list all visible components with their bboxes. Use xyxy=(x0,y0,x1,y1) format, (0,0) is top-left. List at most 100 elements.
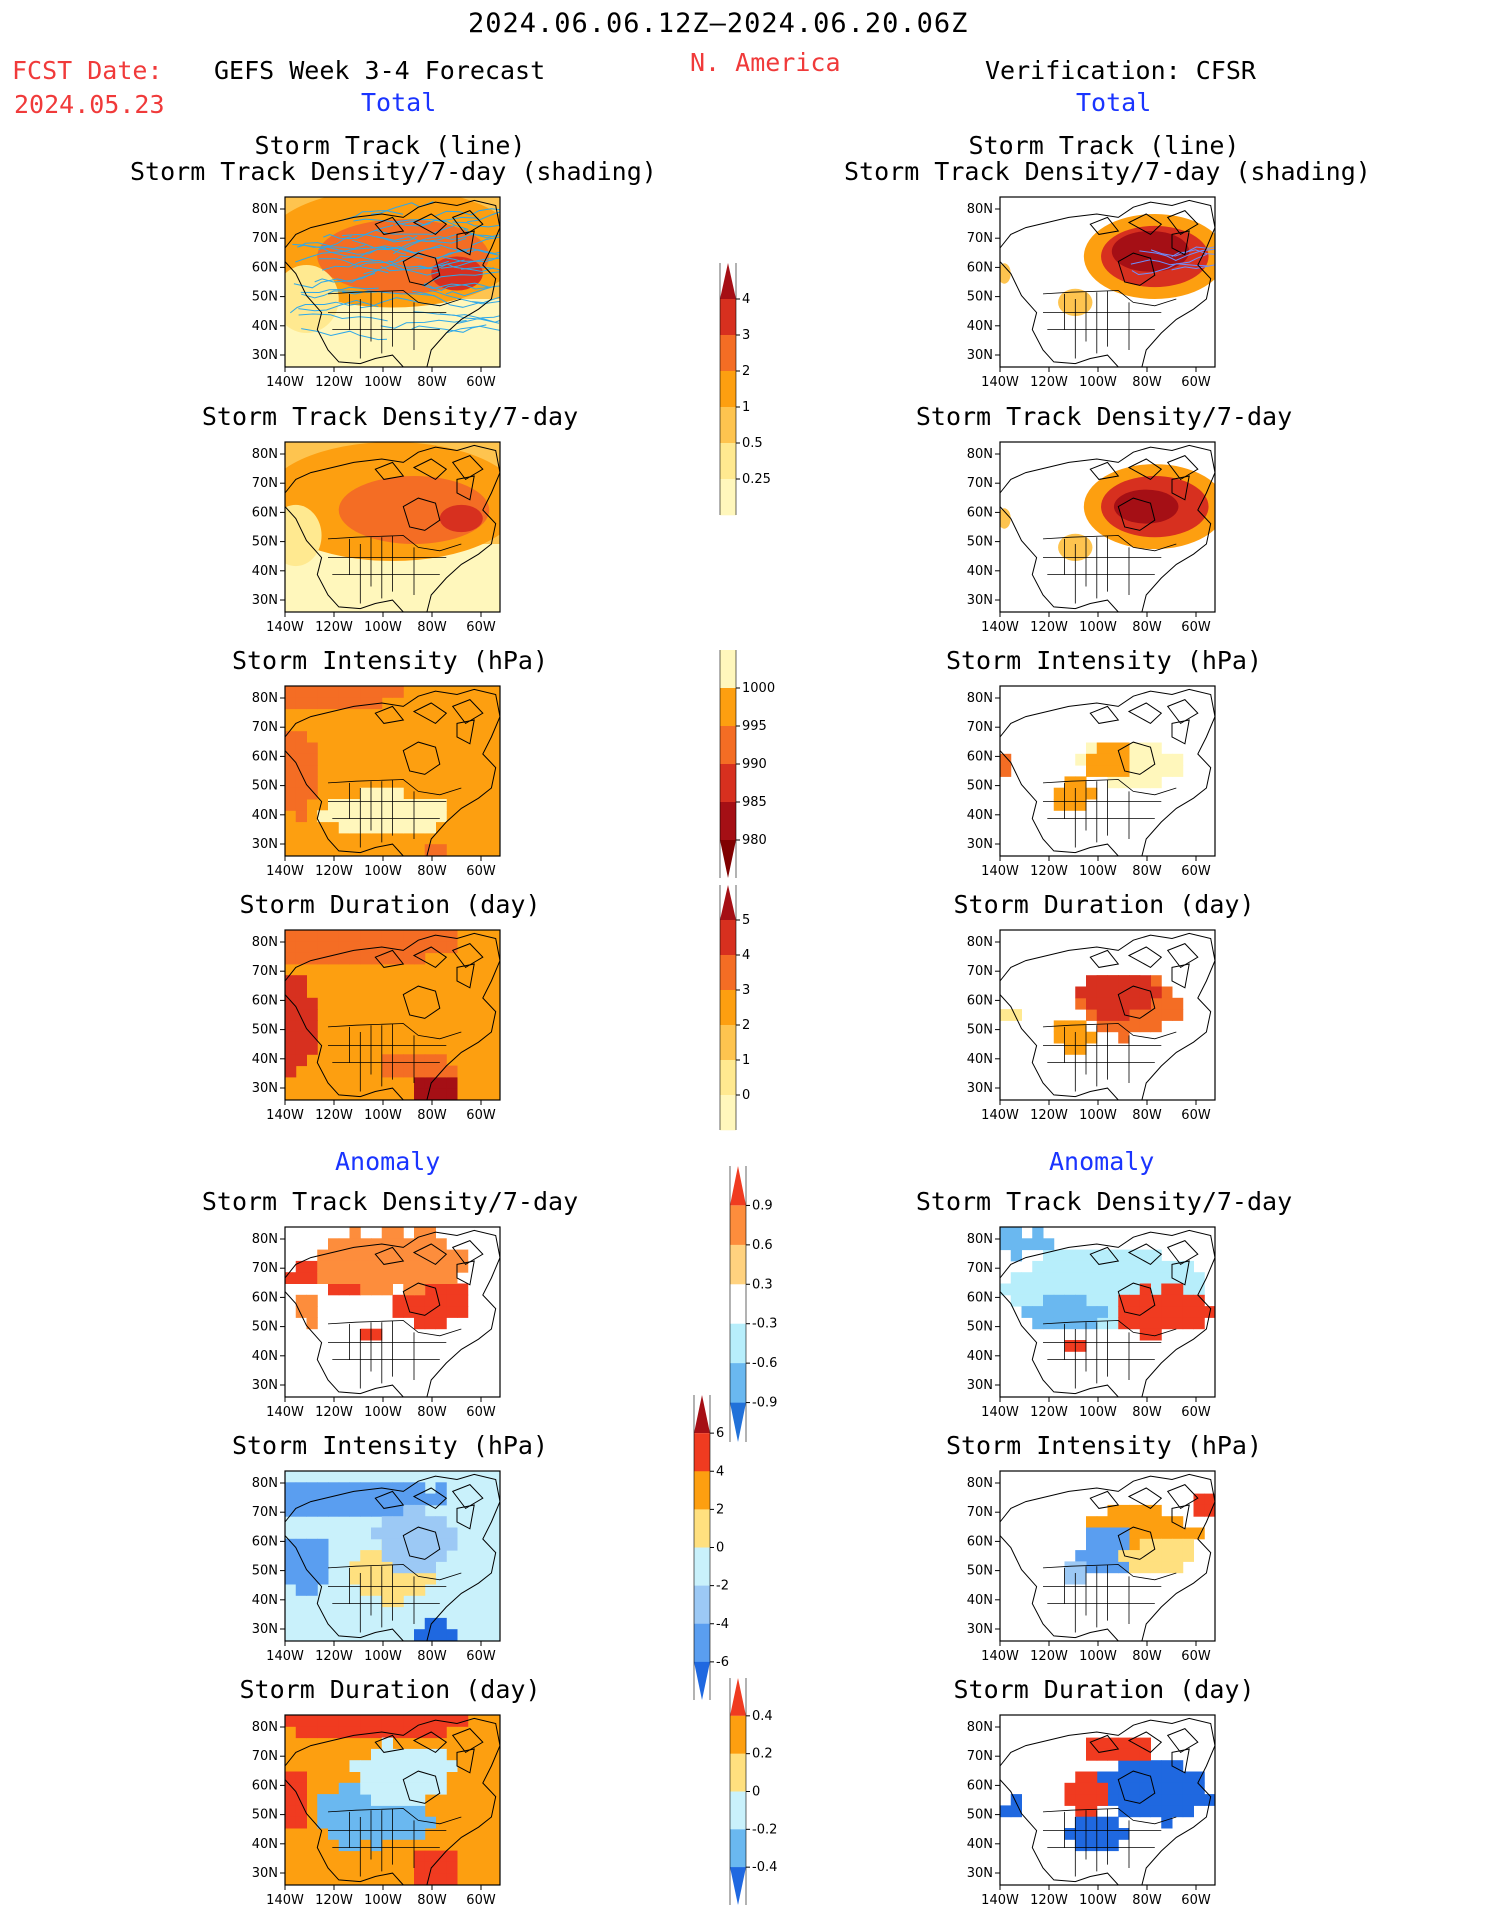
colorbar-label: 1000 xyxy=(742,681,775,696)
lat-tick-label: 40N xyxy=(252,564,278,579)
lat-tick-label: 30N xyxy=(252,1866,278,1881)
lat-tick-label: 30N xyxy=(252,593,278,608)
lon-tick-label: 140W xyxy=(266,1405,304,1420)
lat-tick-label: 30N xyxy=(252,1622,278,1637)
colorbar-swatch xyxy=(730,1244,746,1285)
map-frame xyxy=(999,196,1216,368)
lon-tick-label: 120W xyxy=(315,375,353,390)
lat-tick-label: 60N xyxy=(967,1534,993,1549)
lon-tick-label: 80W xyxy=(1132,1108,1162,1123)
lon-tick-label: 140W xyxy=(981,1893,1019,1908)
colorbar-label: 2 xyxy=(742,1018,750,1033)
colorbar-label: -0.3 xyxy=(752,1317,777,1332)
left-panel-5-title: Storm Track Density/7-day xyxy=(201,1187,579,1216)
lon-tick-label: 100W xyxy=(1079,1649,1117,1664)
lon-tick-label: 100W xyxy=(364,864,402,879)
lat-tick-label: 40N xyxy=(967,564,993,579)
map-frame xyxy=(284,441,501,613)
lon-tick-label: 100W xyxy=(1079,620,1117,635)
lat-tick-label: 80N xyxy=(252,447,278,462)
lat-tick-label: 70N xyxy=(967,231,993,246)
lat-tick-label: 70N xyxy=(967,1261,993,1276)
lon-tick-label: 140W xyxy=(266,864,304,879)
colorbar-intensity: 1000 995 990 985 980 xyxy=(719,650,775,878)
lon-tick-label: 120W xyxy=(1030,1108,1068,1123)
lon-tick-label: 100W xyxy=(364,1893,402,1908)
lat-tick-label: 50N xyxy=(967,779,993,794)
lat-tick-label: 40N xyxy=(967,808,993,823)
colorbar-swatch xyxy=(720,1025,736,1061)
colorbar-label: 1 xyxy=(742,1053,750,1068)
lat-tick-label: 60N xyxy=(967,749,993,764)
lon-tick-label: 120W xyxy=(1030,620,1068,635)
lon-tick-label: 80W xyxy=(1132,1405,1162,1420)
colorbar-swatch xyxy=(694,1661,710,1700)
lon-tick-label: 120W xyxy=(1030,1405,1068,1420)
right-map-panel-3: 80N 70N 60N 50N 40N 30N 140W 120W 100W 80W 60W xyxy=(967,685,1216,879)
forecast-title: GEFS Week 3-4 Forecast xyxy=(214,56,546,85)
colorbar-swatch xyxy=(720,407,736,444)
lon-tick-label: 80W xyxy=(417,1108,447,1123)
lon-tick-label: 100W xyxy=(364,1649,402,1664)
right-map-panel-4: 80N 70N 60N 50N 40N 30N 140W 120W 100W 80W 60W xyxy=(967,929,1216,1123)
colorbar-label: 0.25 xyxy=(742,472,771,487)
colorbar-label: 0.3 xyxy=(752,1277,773,1292)
colorbar-label: -4 xyxy=(716,1617,729,1632)
colorbar-swatch xyxy=(720,443,736,480)
lat-tick-label: 60N xyxy=(967,993,993,1008)
left-map-panel-7: 80N 70N 60N 50N 40N 30N 140W 120W 100W 80W 60W xyxy=(252,1714,501,1908)
period-title: 2024.06.06.12Z–2024.06.20.06Z xyxy=(468,8,969,39)
lon-tick-label: 60W xyxy=(1181,1893,1211,1908)
colorbar-label: 0.5 xyxy=(742,436,763,451)
colorbar-swatch xyxy=(720,920,736,956)
colorbar-swatch xyxy=(720,371,736,408)
lon-tick-label: 100W xyxy=(1079,375,1117,390)
left-panel-2-title: Storm Track Density/7-day xyxy=(201,402,579,431)
colorbar-label: -0.2 xyxy=(752,1822,777,1837)
fcst-date-value: 2024.05.23 xyxy=(14,90,165,119)
lat-tick-label: 50N xyxy=(967,1320,993,1335)
lat-tick-label: 80N xyxy=(967,691,993,706)
lat-tick-label: 30N xyxy=(967,1622,993,1637)
lat-tick-label: 30N xyxy=(967,1866,993,1881)
lat-tick-label: 40N xyxy=(252,1837,278,1852)
total-label-left: Total xyxy=(361,88,437,117)
lat-tick-label: 60N xyxy=(252,1534,278,1549)
colorbar-intensity-anom: 6 4 2 0 -2 -4 -6 xyxy=(693,1395,729,1700)
right-panel-1-title-1: Storm Track (line) xyxy=(968,131,1240,160)
left-panel-6-title: Storm Intensity (hPa) xyxy=(231,1431,549,1460)
lat-tick-label: 80N xyxy=(967,202,993,217)
left-map-panel-4: 80N 70N 60N 50N 40N 30N 140W 120W 100W 80W 60W xyxy=(252,929,501,1123)
lon-tick-label: 80W xyxy=(1132,1649,1162,1664)
lon-tick-label: 80W xyxy=(417,1649,447,1664)
lat-tick-label: 80N xyxy=(967,935,993,950)
lon-tick-label: 60W xyxy=(1181,1649,1211,1664)
colorbar-label: 2 xyxy=(716,1502,724,1517)
colorbar-label: 0.6 xyxy=(752,1238,773,1253)
colorbar-swatch xyxy=(730,1402,746,1442)
colorbar-label: -2 xyxy=(716,1579,729,1594)
right-panel-1-title-2: Storm Track Density/7-day (shading) xyxy=(844,157,1371,186)
left-panel-3-title: Storm Intensity (hPa) xyxy=(231,646,549,675)
right-panel-3-title: Storm Intensity (hPa) xyxy=(945,646,1263,675)
lat-tick-label: 30N xyxy=(967,1378,993,1393)
colorbar-label: -0.9 xyxy=(752,1396,777,1411)
colorbar-swatch xyxy=(720,299,736,336)
colorbar-swatch xyxy=(730,1166,746,1206)
right-map-panel-5: 80N 70N 60N 50N 40N 30N 140W 120W 100W 80W 60W xyxy=(967,1226,1216,1420)
lat-tick-label: 50N xyxy=(967,1564,993,1579)
lon-tick-label: 80W xyxy=(1132,864,1162,879)
left-map-panel-6: 80N 70N 60N 50N 40N 30N 140W 120W 100W 80W 60W xyxy=(252,1470,501,1664)
lat-tick-label: 70N xyxy=(252,1749,278,1764)
lat-tick-label: 70N xyxy=(252,476,278,491)
lon-tick-label: 120W xyxy=(315,864,353,879)
lon-tick-label: 60W xyxy=(466,375,496,390)
colorbar-label: 5 xyxy=(742,913,750,928)
colorbar-label: 6 xyxy=(716,1426,724,1441)
colorbar-label: -0.6 xyxy=(752,1356,777,1371)
right-panel-2-title: Storm Track Density/7-day xyxy=(915,402,1293,431)
map-frame xyxy=(999,1714,1216,1886)
colorbar-swatch xyxy=(720,802,736,841)
lon-tick-label: 100W xyxy=(364,1108,402,1123)
colorbar-swatch xyxy=(694,1395,710,1434)
